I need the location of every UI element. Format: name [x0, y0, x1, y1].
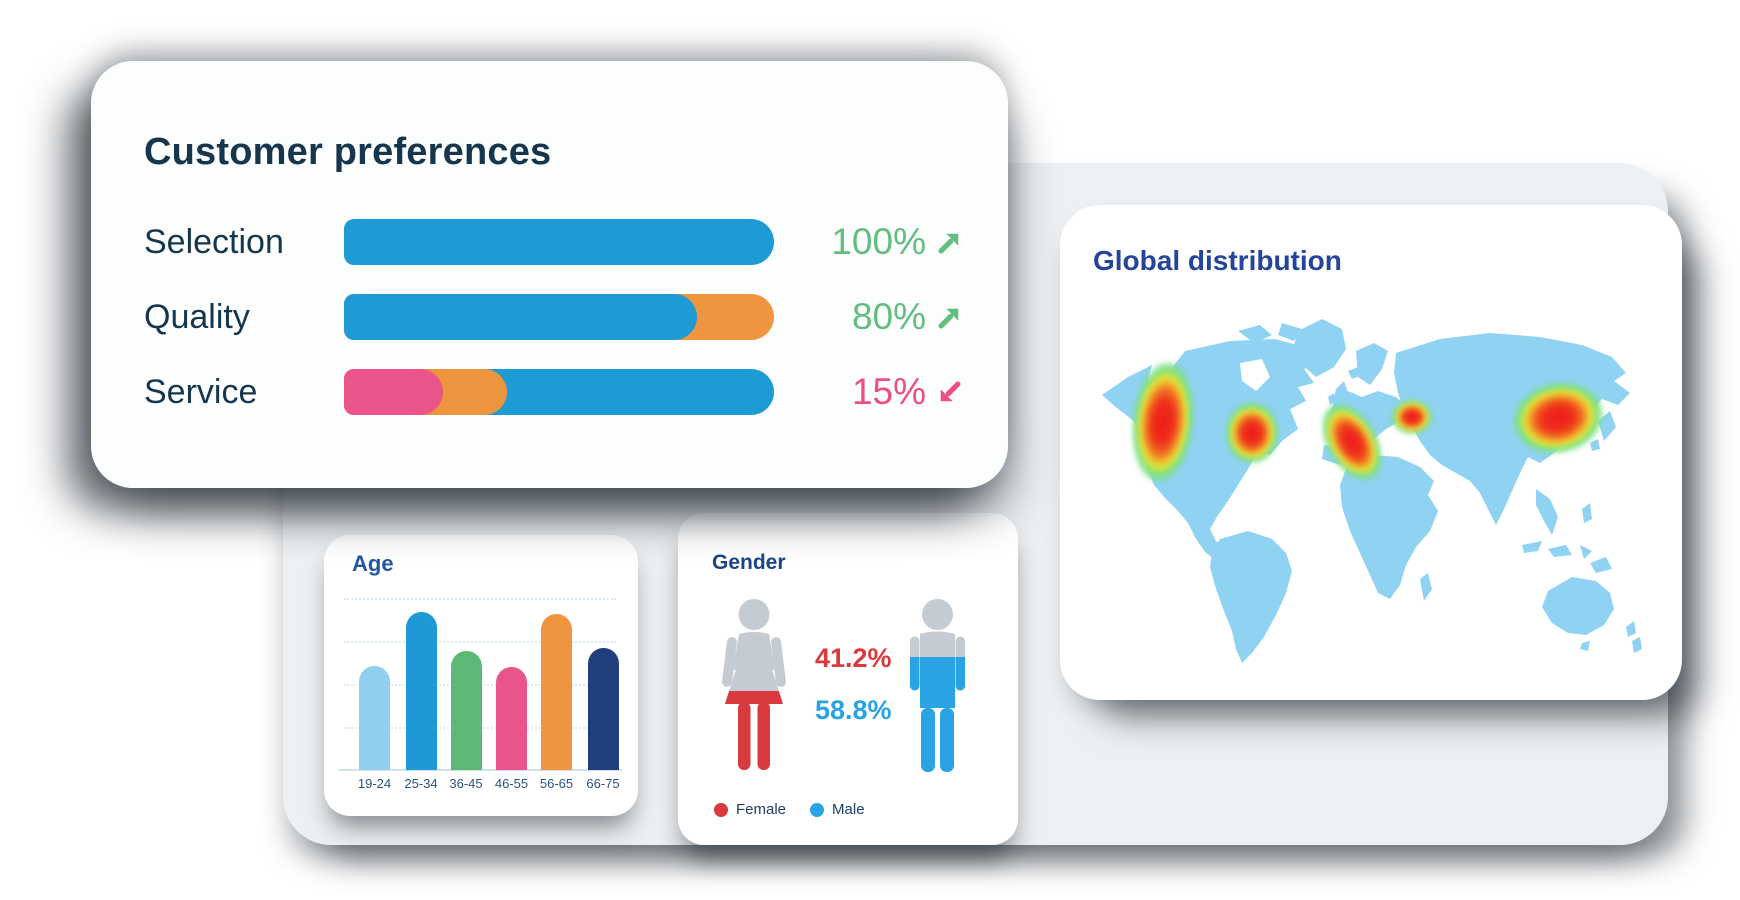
age-chart-baseline	[338, 769, 622, 771]
preference-value: 100%	[831, 221, 926, 262]
gender-legend: Female Male	[714, 801, 865, 818]
heatmap-hotspot-western-north-america	[1129, 357, 1197, 487]
age-bar-36-45	[450, 651, 482, 770]
bar-segment	[344, 369, 443, 415]
age-axis-label: 56-65	[539, 776, 574, 791]
world-map-svg	[1102, 319, 1642, 663]
heatmap-hotspot-eastern-europe	[1390, 398, 1434, 436]
male-figure-icon	[910, 599, 965, 772]
age-bar-46-55	[496, 667, 527, 770]
preference-label: Service	[144, 372, 258, 411]
heatmap-hotspot-western-europe	[1319, 400, 1385, 484]
trend-up-icon	[938, 233, 959, 254]
trend-down-icon	[940, 380, 961, 401]
gender-card-title: Gender	[712, 551, 786, 574]
bar-track	[344, 294, 774, 340]
preference-label: Selection	[144, 222, 284, 261]
male-percentage: 58.8%	[815, 695, 892, 725]
age-bar-56-65	[541, 614, 572, 770]
bar-segment	[344, 219, 774, 265]
female-percentage: 41.2%	[815, 643, 892, 673]
female-legend-label: Female	[736, 801, 787, 818]
trend-up-icon	[938, 308, 959, 329]
preference-row: Quality 80%	[144, 294, 974, 340]
age-axis-label: 66-75	[586, 776, 620, 791]
age-bar-66-75	[587, 648, 619, 770]
age-bar-25-34	[405, 612, 437, 770]
bar-track	[344, 219, 774, 265]
global-distribution-title: Global distribution	[1093, 245, 1342, 276]
age-bar-chart: 19-24 25-34 36-45 46-55 56-65 66-75	[338, 535, 622, 816]
gridline	[344, 598, 616, 600]
age-card-title: Age	[352, 551, 394, 576]
female-legend-dot-icon	[714, 802, 728, 817]
age-axis-label: 36-45	[449, 776, 483, 791]
age-axis-label: 19-24	[357, 776, 392, 791]
preference-row: Selection 100%	[144, 219, 974, 265]
preference-bars: Selection 100% Quality 80% Service 15%	[144, 219, 974, 444]
age-bar-19-24	[359, 666, 390, 770]
preference-value: 80%	[851, 296, 926, 337]
world-map	[1090, 293, 1645, 673]
female-figure-icon	[721, 599, 787, 770]
heatmap-hotspot-east-asia	[1509, 379, 1607, 457]
bar-segment	[344, 294, 697, 340]
preference-value: 15%	[851, 371, 926, 412]
male-legend-label: Male	[832, 801, 865, 818]
gender-card: Gender	[678, 513, 1018, 845]
customer-preferences-title: Customer preferences	[144, 131, 552, 173]
gridline	[344, 641, 616, 643]
legend-item-male: Male	[810, 801, 865, 818]
heatmap-hotspots	[1129, 357, 1607, 487]
hudson-bay-notch	[1240, 359, 1270, 391]
preference-label: Quality	[144, 297, 250, 336]
heatmap-hotspot-eastern-north-america	[1223, 400, 1281, 466]
global-distribution-card: Global distribution	[1060, 205, 1682, 700]
male-legend-dot-icon	[810, 802, 825, 817]
legend-item-female: Female	[714, 801, 786, 818]
preference-row: Service 15%	[144, 369, 974, 415]
customer-preferences-card: Customer preferences Selection 100% Qual…	[91, 61, 1008, 488]
age-axis-label: 46-55	[494, 776, 529, 791]
bar-track	[344, 369, 774, 415]
age-card: Age 19-24 25-34 36-45 46-55 56-65 66-75	[324, 535, 638, 816]
age-axis-label: 25-34	[404, 776, 438, 791]
